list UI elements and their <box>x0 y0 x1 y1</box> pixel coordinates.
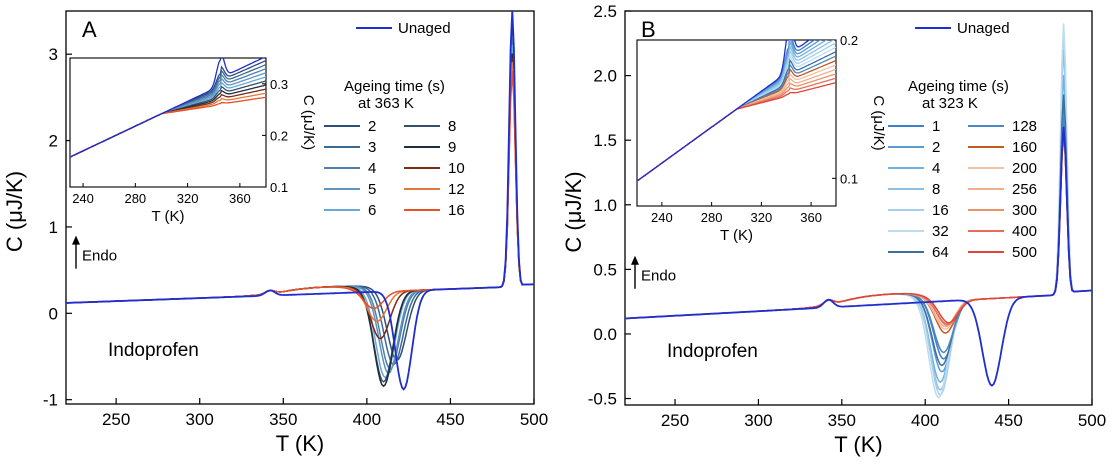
panel-letter: B <box>641 17 656 42</box>
legend-label: 160 <box>1012 139 1037 156</box>
x-axis-label: T (K) <box>276 431 324 456</box>
x-tick-label: 500 <box>520 410 548 429</box>
legend-label: 300 <box>1012 202 1037 219</box>
inset-y-axis-label: C (μJ/K) <box>300 95 317 150</box>
y-tick-label: 1 <box>49 218 58 237</box>
inset-x-tick-label: 360 <box>800 210 822 225</box>
x-tick-label: 300 <box>186 410 214 429</box>
inset-y-tick-label: 0.1 <box>270 180 288 195</box>
x-tick-label: 400 <box>911 411 939 430</box>
inset-frame <box>69 57 267 188</box>
series-line-unaged <box>66 11 534 391</box>
inset-x-tick-label: 280 <box>124 191 146 206</box>
legend-title-line1: Ageing time (s) <box>908 78 1009 95</box>
inset-series-line-unaged <box>637 40 811 182</box>
y-tick-label: 3 <box>49 45 58 64</box>
legend-label: 3 <box>368 139 376 156</box>
legend-label: 8 <box>932 181 940 198</box>
sample-label: Indoprofen <box>667 341 758 362</box>
plot-frame <box>624 10 1093 406</box>
x-tick-label: 300 <box>744 411 772 430</box>
inset-x-tick-label: 320 <box>751 210 773 225</box>
inset-x-tick-label: 280 <box>701 210 723 225</box>
legend-label: 2 <box>932 139 940 156</box>
legend-label: 200 <box>1012 160 1037 177</box>
y-tick-label: -0.5 <box>588 390 617 409</box>
inset-x-axis-label: T (K) <box>151 208 184 225</box>
legend-label: 2 <box>368 118 376 135</box>
series-line-unaged <box>625 126 1092 387</box>
panel-letter: A <box>82 17 97 42</box>
inset-series-line-unaged <box>70 58 265 158</box>
inset-y-tick-label: 0.1 <box>840 171 858 186</box>
inset-frame <box>636 39 837 207</box>
legend-title-line2: at 323 K <box>922 95 978 112</box>
legend-label: 16 <box>932 202 949 219</box>
y-axis-label: C (μJ/K) <box>561 171 586 252</box>
series-lines <box>66 11 534 391</box>
x-axis-label: T (K) <box>834 432 882 457</box>
y-tick-label: 2.0 <box>593 67 617 86</box>
legend-label: 4 <box>932 160 940 177</box>
y-tick-label: 0 <box>49 304 58 323</box>
inset-y-axis-label: C (μJ/K) <box>870 95 887 150</box>
legend-label: 400 <box>1012 223 1037 240</box>
x-tick-label: 350 <box>828 411 856 430</box>
legend-label: 10 <box>448 160 465 177</box>
x-tick-label: 250 <box>102 410 130 429</box>
y-axis-label: C (μJ/K) <box>2 171 27 252</box>
y-tick-label: 0.5 <box>593 260 617 279</box>
legend-label-unaged: Unaged <box>398 20 451 37</box>
x-tick-label: 500 <box>1078 411 1106 430</box>
legend-label: 5 <box>368 181 376 198</box>
legend-label: 1 <box>932 118 940 135</box>
endo-arrow-head <box>631 255 639 265</box>
legend-label: 6 <box>368 202 376 219</box>
legend-label: 64 <box>932 244 949 261</box>
endo-arrow-head <box>72 235 80 245</box>
legend-label: 12 <box>448 181 465 198</box>
legend-label: 16 <box>448 202 465 219</box>
legend-label: 4 <box>368 160 376 177</box>
chart-panel-b: 250 300 350 400 450 500 -0.5 0.0 0.5 1.0 1.5 2.0 2.5… <box>561 2 1106 457</box>
y-tick-label: 2 <box>49 132 58 151</box>
legend-label: 500 <box>1012 244 1037 261</box>
inset-y-tick-label: 0.2 <box>840 33 858 48</box>
y-tick-label: 1.0 <box>593 196 617 215</box>
y-tick-label: 0.0 <box>593 325 617 344</box>
inset-x-tick-label: 320 <box>177 191 199 206</box>
inset-x-tick-label: 240 <box>651 210 673 225</box>
sample-label: Indoprofen <box>108 340 199 361</box>
legend-label: 256 <box>1012 181 1037 198</box>
legend-title-line1: Ageing time (s) <box>344 78 445 95</box>
inset-y-tick-label: 0.2 <box>270 128 288 143</box>
inset-y-tick-label: 0.3 <box>270 77 288 92</box>
inset-x-tick-label: 240 <box>72 191 94 206</box>
legend-label: 8 <box>448 118 456 135</box>
x-tick-label: 450 <box>436 410 464 429</box>
plot-frame <box>65 10 535 405</box>
endo-label: Endo <box>82 248 117 265</box>
inset-lines <box>70 58 266 158</box>
inset-lines <box>637 40 836 182</box>
legend-label-unaged: Unaged <box>957 20 1010 37</box>
y-tick-label: 2.5 <box>593 2 617 21</box>
series-lines <box>625 23 1092 399</box>
inset-x-axis-label: T (K) <box>720 227 753 244</box>
endo-label: Endo <box>641 268 676 285</box>
legend-title-line2: at 363 K <box>358 95 414 112</box>
y-tick-label: 1.5 <box>593 131 617 150</box>
x-tick-label: 450 <box>994 411 1022 430</box>
legend-label: 128 <box>1012 118 1037 135</box>
legend-label: 9 <box>448 139 456 156</box>
inset-x-tick-label: 360 <box>229 191 251 206</box>
legend-label: 32 <box>932 223 949 240</box>
x-tick-label: 250 <box>661 411 689 430</box>
x-tick-label: 400 <box>353 410 381 429</box>
x-tick-label: 350 <box>269 410 297 429</box>
y-tick-label: -1 <box>43 391 58 410</box>
